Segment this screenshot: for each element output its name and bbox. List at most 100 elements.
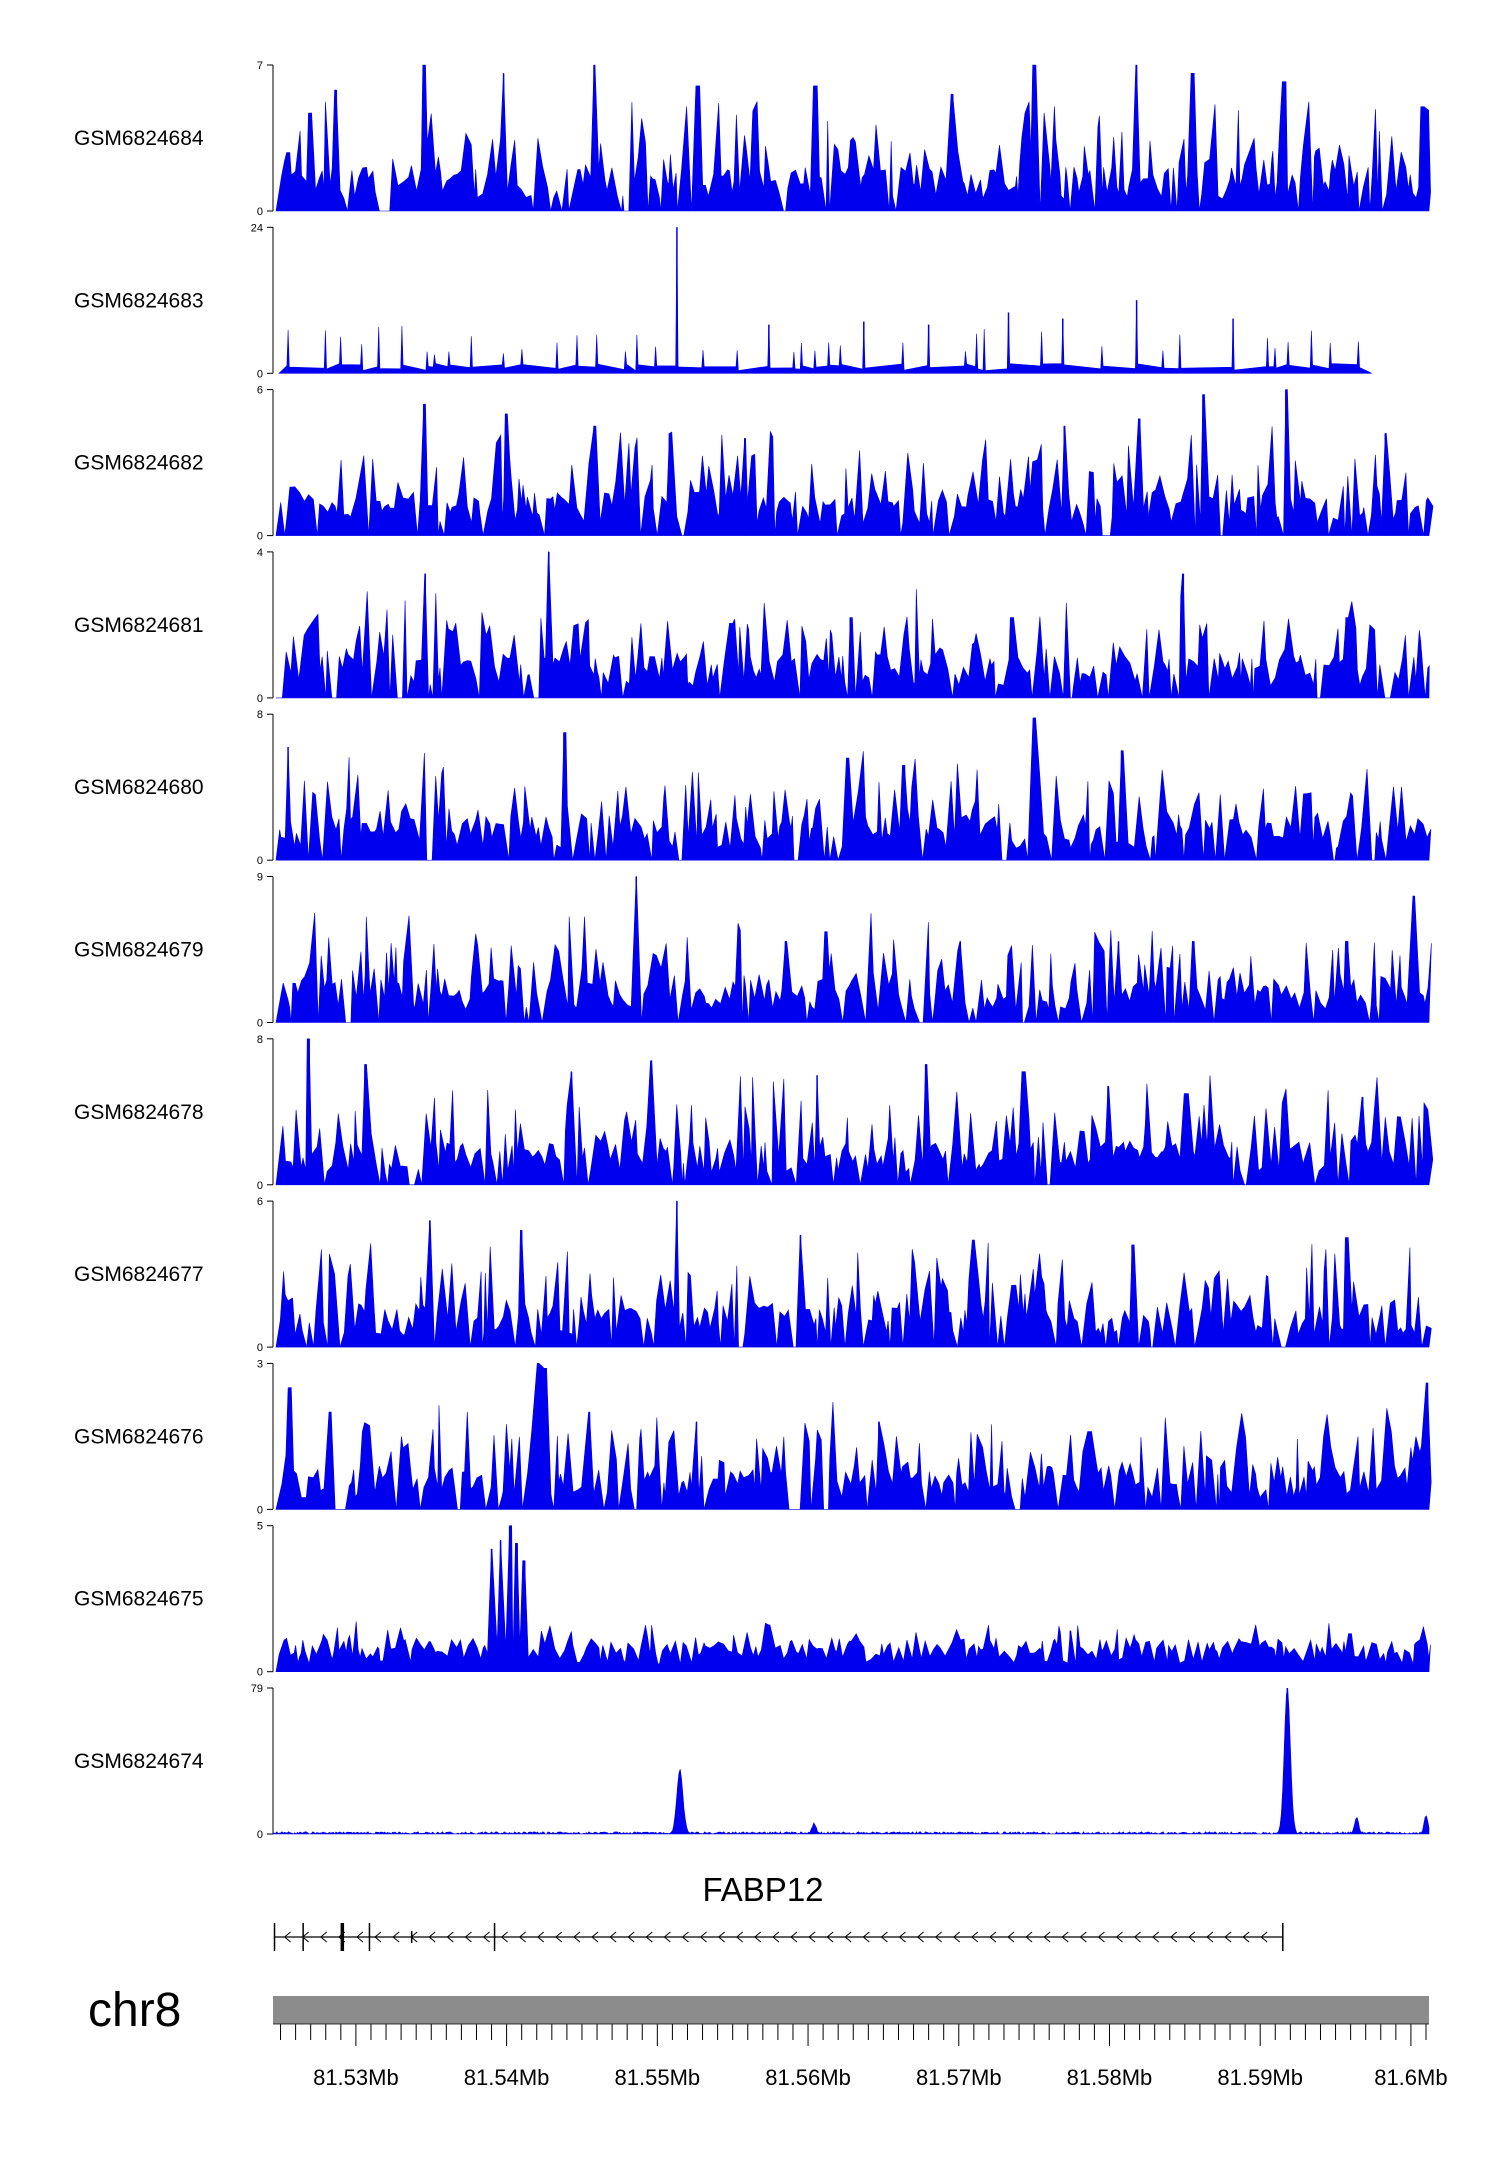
track-gsm6824677: GSM6824677 6 0 bbox=[74, 1196, 1432, 1354]
signal-area bbox=[276, 551, 1430, 699]
signal-area bbox=[275, 717, 1432, 861]
signal-area bbox=[278, 227, 1372, 374]
genome-axis: 81.53Mb 81.54Mb 81.55Mb 81.56Mb 81.57Mb 81.58… bbox=[273, 2023, 1448, 2090]
strand-arrow bbox=[1079, 1931, 1087, 1943]
x-tick-label: 81.56Mb bbox=[765, 2065, 851, 2090]
strand-arrow bbox=[717, 1931, 725, 1943]
y-min-label: 0 bbox=[257, 368, 263, 380]
strand-arrow bbox=[374, 1931, 382, 1943]
track-gsm6824681: GSM6824681 4 0 bbox=[74, 547, 1430, 705]
y-min-label: 0 bbox=[257, 1829, 263, 1841]
x-tick-label: 81.6Mb bbox=[1374, 2065, 1447, 2090]
strand-arrow bbox=[1025, 1931, 1033, 1943]
signal-area bbox=[275, 389, 1434, 536]
strand-arrow bbox=[790, 1931, 798, 1943]
signal-area bbox=[275, 1038, 1434, 1186]
y-max-label: 3 bbox=[257, 1358, 263, 1370]
y-min-label: 0 bbox=[257, 1018, 263, 1030]
track-gsm6824676: GSM6824676 3 0 bbox=[74, 1358, 1432, 1516]
x-tick-label: 81.59Mb bbox=[1217, 2065, 1303, 2090]
strand-arrow bbox=[1206, 1931, 1214, 1943]
strand-arrow bbox=[989, 1931, 997, 1943]
strand-arrow bbox=[573, 1931, 581, 1943]
track-label: GSM6824675 bbox=[74, 1588, 204, 1611]
strand-arrow bbox=[446, 1931, 454, 1943]
y-max-label: 7 bbox=[257, 60, 263, 72]
strand-arrow bbox=[1007, 1931, 1015, 1943]
track-label: GSM6824680 bbox=[74, 776, 204, 799]
signal-area bbox=[275, 64, 1431, 212]
strand-arrow bbox=[1061, 1931, 1069, 1943]
track-gsm6824680: GSM6824680 8 0 bbox=[74, 709, 1432, 867]
track-gsm6824679: GSM6824679 9 0 bbox=[74, 872, 1432, 1030]
strand-arrow bbox=[934, 1931, 942, 1943]
y-min-label: 0 bbox=[257, 1667, 263, 1679]
strand-arrow bbox=[428, 1931, 436, 1943]
signal-area bbox=[275, 1363, 1432, 1510]
strand-arrow bbox=[862, 1931, 870, 1943]
strand-arrow bbox=[916, 1931, 924, 1943]
y-max-label: 4 bbox=[257, 547, 263, 559]
strand-arrow bbox=[1133, 1931, 1141, 1943]
track-gsm6824683: GSM6824683 24 0 bbox=[74, 222, 1372, 380]
strand-arrow bbox=[1043, 1931, 1051, 1943]
track-label: GSM6824681 bbox=[74, 614, 204, 637]
strand-arrow bbox=[518, 1931, 527, 1943]
strand-arrow bbox=[1260, 1931, 1268, 1943]
strand-arrow bbox=[1097, 1931, 1105, 1943]
strand-arrow bbox=[591, 1931, 599, 1943]
strand-arrow bbox=[844, 1931, 852, 1943]
strand-arrow bbox=[627, 1931, 635, 1943]
y-max-label: 5 bbox=[257, 1521, 263, 1533]
strand-arrow bbox=[482, 1931, 490, 1943]
track-label: GSM6824678 bbox=[74, 1101, 204, 1124]
strand-arrow bbox=[681, 1931, 689, 1943]
track-gsm6824674: GSM6824674 79 0 bbox=[74, 1683, 1430, 1841]
strand-arrow bbox=[663, 1931, 671, 1943]
strand-arrow bbox=[1224, 1931, 1232, 1943]
strand-arrow bbox=[1151, 1931, 1160, 1943]
gene-track: FABP12 bbox=[273, 1871, 1284, 1951]
strand-arrow bbox=[392, 1931, 400, 1943]
strand-arrow bbox=[609, 1931, 617, 1943]
strand-arrow bbox=[283, 1931, 291, 1943]
strand-arrow bbox=[808, 1931, 816, 1943]
track-gsm6824684: GSM6824684 7 0 bbox=[74, 60, 1431, 218]
strand-arrow bbox=[772, 1931, 780, 1943]
strand-arrow bbox=[898, 1931, 906, 1943]
strand-arrow bbox=[1115, 1931, 1123, 1943]
y-max-label: 24 bbox=[251, 222, 263, 234]
strand-arrow bbox=[880, 1931, 888, 1943]
x-tick-label: 81.53Mb bbox=[313, 2065, 399, 2090]
y-max-label: 6 bbox=[257, 1196, 263, 1208]
chromosome-track: chr8 bbox=[88, 1984, 1429, 2037]
strand-arrow bbox=[464, 1931, 472, 1943]
track-label: GSM6824684 bbox=[74, 127, 204, 150]
signal-area bbox=[275, 876, 1432, 1023]
strand-arrow bbox=[555, 1931, 563, 1943]
y-min-label: 0 bbox=[257, 1504, 263, 1516]
strand-arrow bbox=[1169, 1931, 1178, 1943]
strand-arrow bbox=[319, 1931, 328, 1943]
x-tick-label: 81.55Mb bbox=[615, 2065, 701, 2090]
y-min-label: 0 bbox=[257, 531, 263, 543]
track-label: GSM6824683 bbox=[74, 289, 204, 312]
y-min-label: 0 bbox=[257, 855, 263, 867]
chromosome-bar bbox=[273, 1996, 1429, 2024]
strand-arrow bbox=[826, 1931, 834, 1943]
y-max-label: 79 bbox=[251, 1683, 263, 1695]
strand-arrow bbox=[500, 1931, 508, 1943]
y-max-label: 8 bbox=[257, 1034, 263, 1046]
strand-arrow bbox=[971, 1931, 979, 1943]
track-label: GSM6824674 bbox=[74, 1750, 204, 1773]
signal-area bbox=[272, 1687, 1430, 1835]
strand-arrow bbox=[1188, 1931, 1196, 1943]
x-tick-label: 81.54Mb bbox=[464, 2065, 550, 2090]
y-min-label: 0 bbox=[257, 693, 263, 705]
track-label: GSM6824677 bbox=[74, 1263, 204, 1286]
strand-arrow bbox=[1242, 1931, 1250, 1943]
x-tick-label: 81.57Mb bbox=[916, 2065, 1002, 2090]
track-gsm6824675: GSM6824675 5 0 bbox=[74, 1521, 1431, 1679]
strand-arrow bbox=[952, 1931, 961, 1943]
